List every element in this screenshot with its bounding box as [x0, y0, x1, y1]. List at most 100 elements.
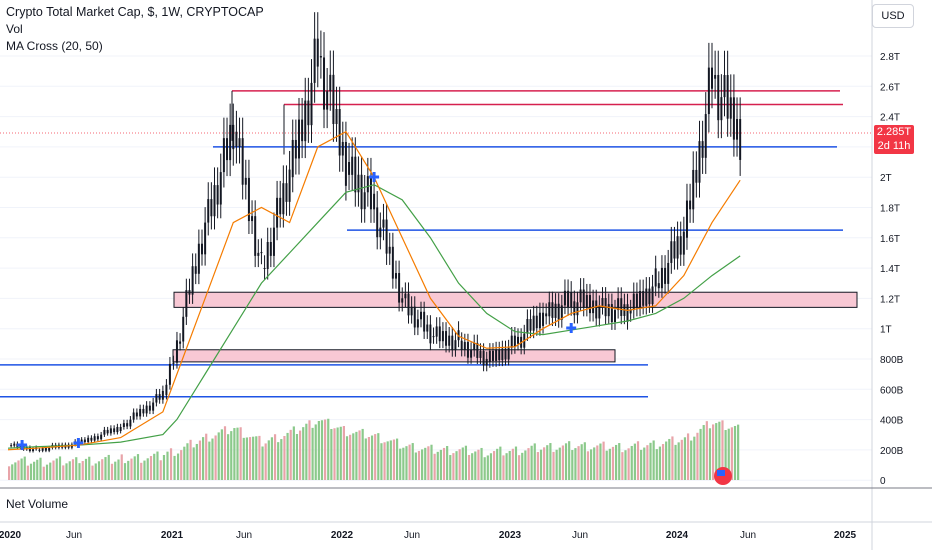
candle-body: [426, 324, 429, 332]
volume-bar: [220, 429, 223, 480]
candle-body: [423, 311, 426, 332]
candle-body: [689, 200, 692, 210]
volume-bar: [514, 446, 518, 480]
candle-body: [739, 119, 742, 160]
volume-bar: [461, 447, 464, 480]
ma20-line: [7, 130, 741, 451]
volume-bar: [539, 449, 543, 480]
volume-bar: [242, 437, 245, 480]
volume-bar: [143, 460, 146, 480]
volume-bar: [75, 457, 78, 480]
volume-bar: [621, 452, 624, 480]
candle-body: [155, 394, 158, 403]
candle-body: [441, 331, 444, 342]
volume-bar: [62, 465, 65, 480]
volume-bar: [55, 458, 58, 480]
volume-bar: [674, 444, 677, 480]
volume-bar: [386, 441, 389, 480]
volume-bar: [708, 428, 712, 480]
candle-body: [385, 219, 388, 254]
candle-body: [132, 412, 135, 420]
volume-bar: [430, 444, 433, 480]
candle-body: [301, 119, 304, 142]
volume-bar: [91, 465, 94, 480]
price-tick-label: 2.4T: [880, 113, 900, 124]
candle-body: [106, 429, 109, 434]
currency-selector[interactable]: USD: [872, 4, 914, 28]
candle-body: [632, 293, 635, 311]
candle-body: [454, 340, 457, 351]
volume-bar: [555, 449, 558, 480]
candle-body: [200, 243, 203, 255]
candle-body: [294, 139, 297, 159]
candle-body: [269, 242, 272, 256]
candle-body: [495, 349, 498, 361]
volume-bar: [636, 441, 640, 480]
volume-bar: [370, 435, 374, 480]
candle-body: [701, 141, 704, 158]
volume-bar: [524, 450, 527, 480]
volume-bar: [705, 421, 708, 480]
volume-bar: [586, 451, 590, 480]
candle-body: [179, 341, 182, 344]
candle-body: [313, 38, 316, 83]
volume-bar: [205, 433, 208, 480]
volume-bar: [383, 442, 386, 480]
candle-body: [357, 174, 360, 193]
volume-bar: [652, 440, 655, 480]
volume-bar: [273, 434, 277, 480]
net-volume-label[interactable]: Net Volume: [6, 497, 69, 511]
volume-bar: [94, 463, 97, 480]
candle-body: [501, 348, 504, 361]
candle-body: [466, 342, 469, 358]
volume-bar: [499, 446, 502, 480]
volume-bar: [186, 443, 189, 480]
candle-body: [323, 57, 326, 110]
candle-body: [232, 124, 235, 150]
candle-body: [404, 293, 407, 299]
volume-bar: [446, 446, 449, 480]
candle-body: [126, 423, 129, 427]
volume-bar: [630, 445, 633, 480]
candle-body: [276, 197, 279, 228]
volume-bar: [533, 443, 536, 480]
candle-body: [714, 74, 717, 79]
candle-body: [685, 200, 688, 238]
candle-body: [266, 242, 269, 270]
candle-body: [682, 231, 685, 255]
ma-cross-marker: [17, 440, 28, 450]
candle-body: [348, 162, 351, 175]
price-tick-label: 400B: [880, 416, 904, 427]
candle-body: [32, 449, 35, 452]
candle-body: [673, 241, 676, 259]
volume-bar: [467, 454, 471, 480]
candle-body: [660, 267, 663, 289]
candle-body: [291, 139, 294, 178]
volume-bar: [433, 453, 436, 480]
candle-body: [704, 114, 707, 158]
ma-cross-marker: [369, 172, 380, 182]
volume-bar: [33, 461, 36, 480]
candle-body: [197, 243, 200, 274]
candle-body: [670, 241, 673, 263]
volume-bar: [721, 420, 724, 480]
candle-body: [116, 426, 119, 433]
volume-bar: [239, 427, 242, 480]
legend-volume[interactable]: Vol: [6, 22, 23, 36]
candle-body: [263, 268, 266, 270]
candle-body: [182, 316, 185, 342]
candle-body: [135, 412, 138, 417]
candle-body: [175, 340, 178, 363]
legend-ma-cross[interactable]: MA Cross (20, 50): [6, 39, 103, 53]
volume-bar: [289, 429, 292, 480]
volume-bar: [17, 460, 20, 480]
volume-bar: [402, 447, 405, 480]
candle-body: [576, 302, 579, 316]
volume-bar: [298, 430, 302, 480]
volume-bar: [349, 434, 352, 480]
ma-cross-marker: [566, 323, 577, 333]
candle-body: [139, 408, 142, 417]
candle-body: [191, 266, 194, 295]
volume-bar: [677, 442, 680, 480]
